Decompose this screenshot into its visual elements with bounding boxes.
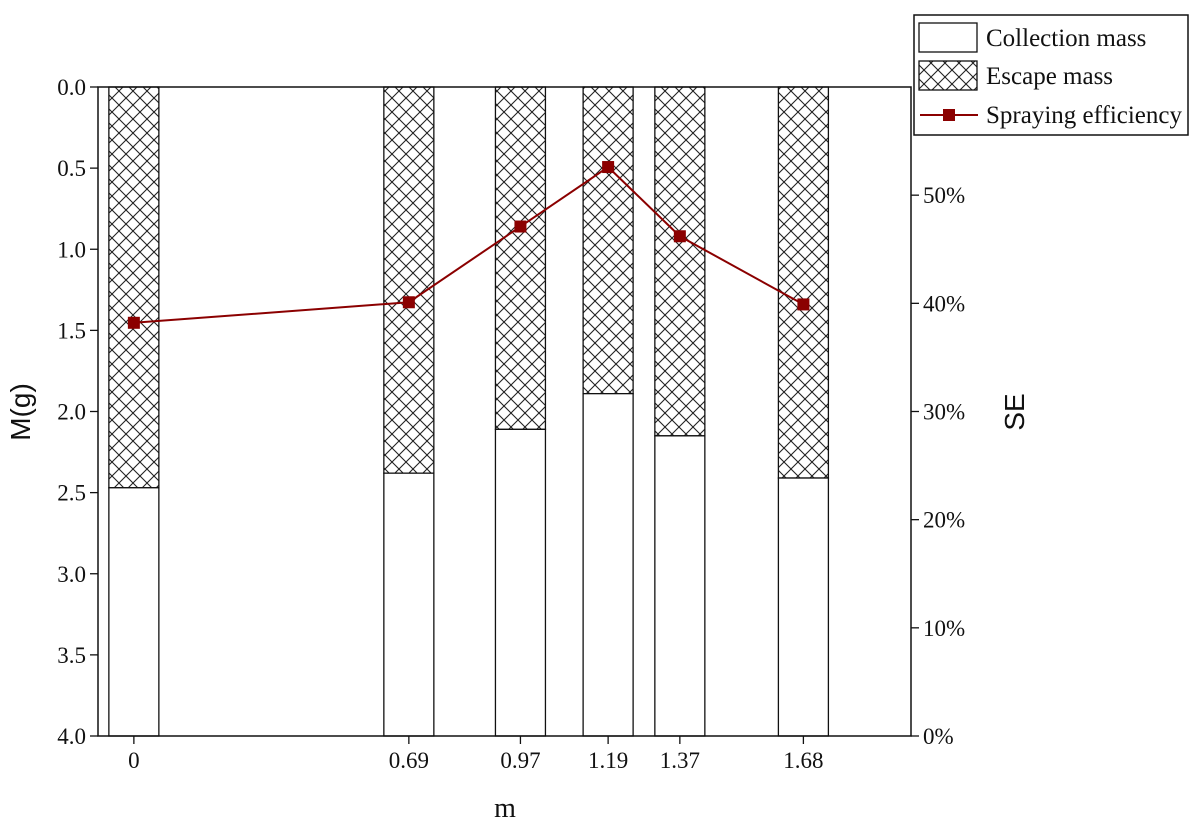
y2-tick-label: 0% [923,724,954,749]
efficiency-marker [602,161,615,174]
y-tick-label: 0.0 [57,75,86,100]
collection-mass-bar [654,435,706,737]
y-tick-label: 3.5 [57,643,86,668]
y2-tick-label: 30% [923,400,965,425]
collection-mass-bar [383,472,435,737]
y-tick-label: 2.0 [57,400,86,425]
legend: Collection mass Escape mass Spraying eff… [913,14,1189,136]
y-tick-label: 1.0 [57,237,86,262]
bars [108,86,830,737]
efficiency-line [133,165,804,324]
y-tick-label: 0.5 [57,156,86,181]
efficiency-marker [127,316,140,329]
escape-mass-bar [582,86,634,395]
y-axis-title: M(g) [5,383,36,441]
y2-tick-label: 20% [923,508,965,533]
y-tick-label: 2.5 [57,481,86,506]
y2-tick-label: 50% [923,183,965,208]
escape-mass-bar [654,86,706,437]
escape-mass-bar [494,86,547,430]
collection-mass-bar [108,487,160,737]
efficiency-marker [673,230,686,243]
legend-marker-efficiency [943,109,955,121]
escape-mass-bar [108,86,160,489]
collection-mass-bar [582,393,634,737]
y-tick-label: 1.5 [57,318,86,343]
x-tick-label: 1.19 [588,748,628,773]
escape-mass-bar [383,86,435,474]
x-tick-label: 0 [128,748,140,773]
y-tick-label: 4.0 [57,724,86,749]
x-axis-title: m [494,793,516,824]
legend-label-efficiency: Spraying efficiency [986,102,1182,129]
escape-mass-bar [777,86,830,479]
legend-label-collection: Collection mass [986,25,1146,52]
y2-tick-label: 10% [923,616,965,641]
efficiency-marker [514,220,527,233]
x-tick-label: 1.68 [783,748,823,773]
y2-axis-title: SE [999,393,1030,430]
efficiency-marker [797,298,810,311]
y2-tick-label: 40% [923,291,965,316]
x-tick-label: 1.37 [660,748,700,773]
legend-label-escape: Escape mass [986,63,1113,90]
ticks: 0 0.69 0.97 1.19 1.37 1.68 0.0 0.5 1.0 1.5 2.0 2.5 3… [57,75,965,773]
legend-swatch-escape [918,60,978,91]
legend-swatch-collection [918,22,978,53]
x-tick-label: 0.97 [500,748,540,773]
collection-mass-bar [777,477,830,737]
y-tick-label: 3.0 [57,562,86,587]
collection-mass-bar [494,428,547,737]
x-tick-label: 0.69 [389,748,429,773]
efficiency-marker [402,296,415,309]
efficiency-line-layer [127,161,810,329]
